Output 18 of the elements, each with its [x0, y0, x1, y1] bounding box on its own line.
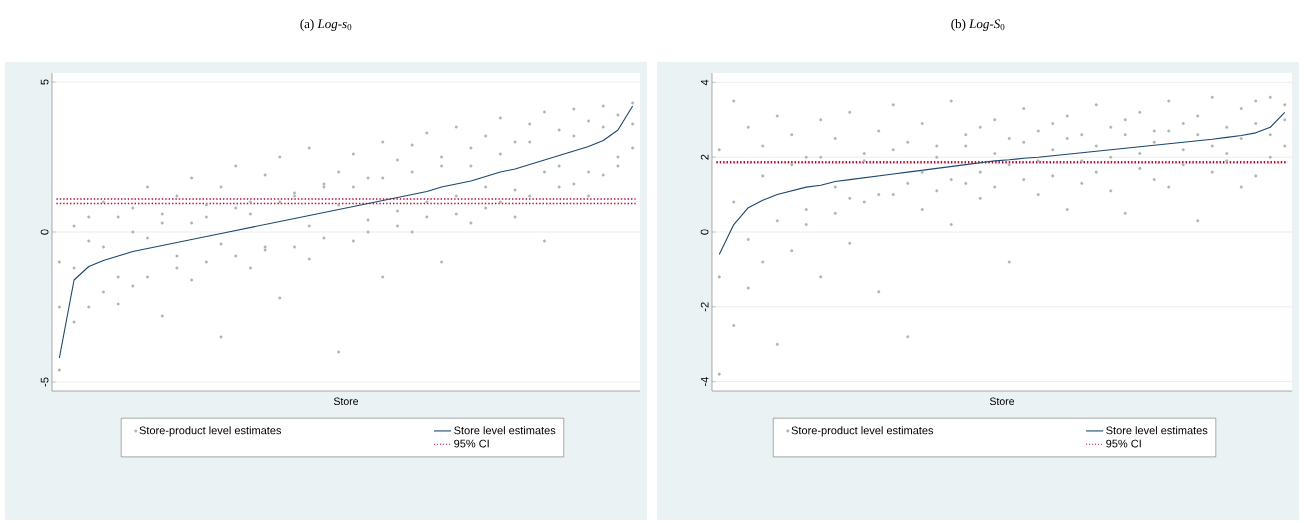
y-tick-label: 0 — [700, 229, 709, 235]
legend-label: Store level estimates — [1106, 426, 1208, 435]
chart-title: (b) Log-S$_{0}$ — [951, 19, 1005, 31]
y-tick-label: 2 — [700, 154, 709, 160]
y-tick-label: 0 — [40, 229, 49, 235]
x-axis-title: Store — [989, 397, 1015, 405]
y-tick-label: 5 — [40, 79, 49, 85]
legend-label: Store level estimates — [454, 426, 556, 435]
y-tick-label: -5 — [40, 377, 49, 387]
y-tick-label: 4 — [700, 79, 709, 86]
y-tick-label: -2 — [700, 302, 709, 312]
legend-label: Store-product level estimates — [791, 426, 934, 437]
legend-label: 95% CI — [454, 439, 489, 448]
legend-label: 95% CI — [1106, 439, 1141, 448]
y-tick-label: -4 — [700, 377, 709, 387]
x-axis-title: Store — [333, 397, 359, 405]
chart-title: (a) Log-s$_{0}$ — [300, 19, 352, 31]
legend-label: Store-product level estimates — [139, 426, 282, 437]
